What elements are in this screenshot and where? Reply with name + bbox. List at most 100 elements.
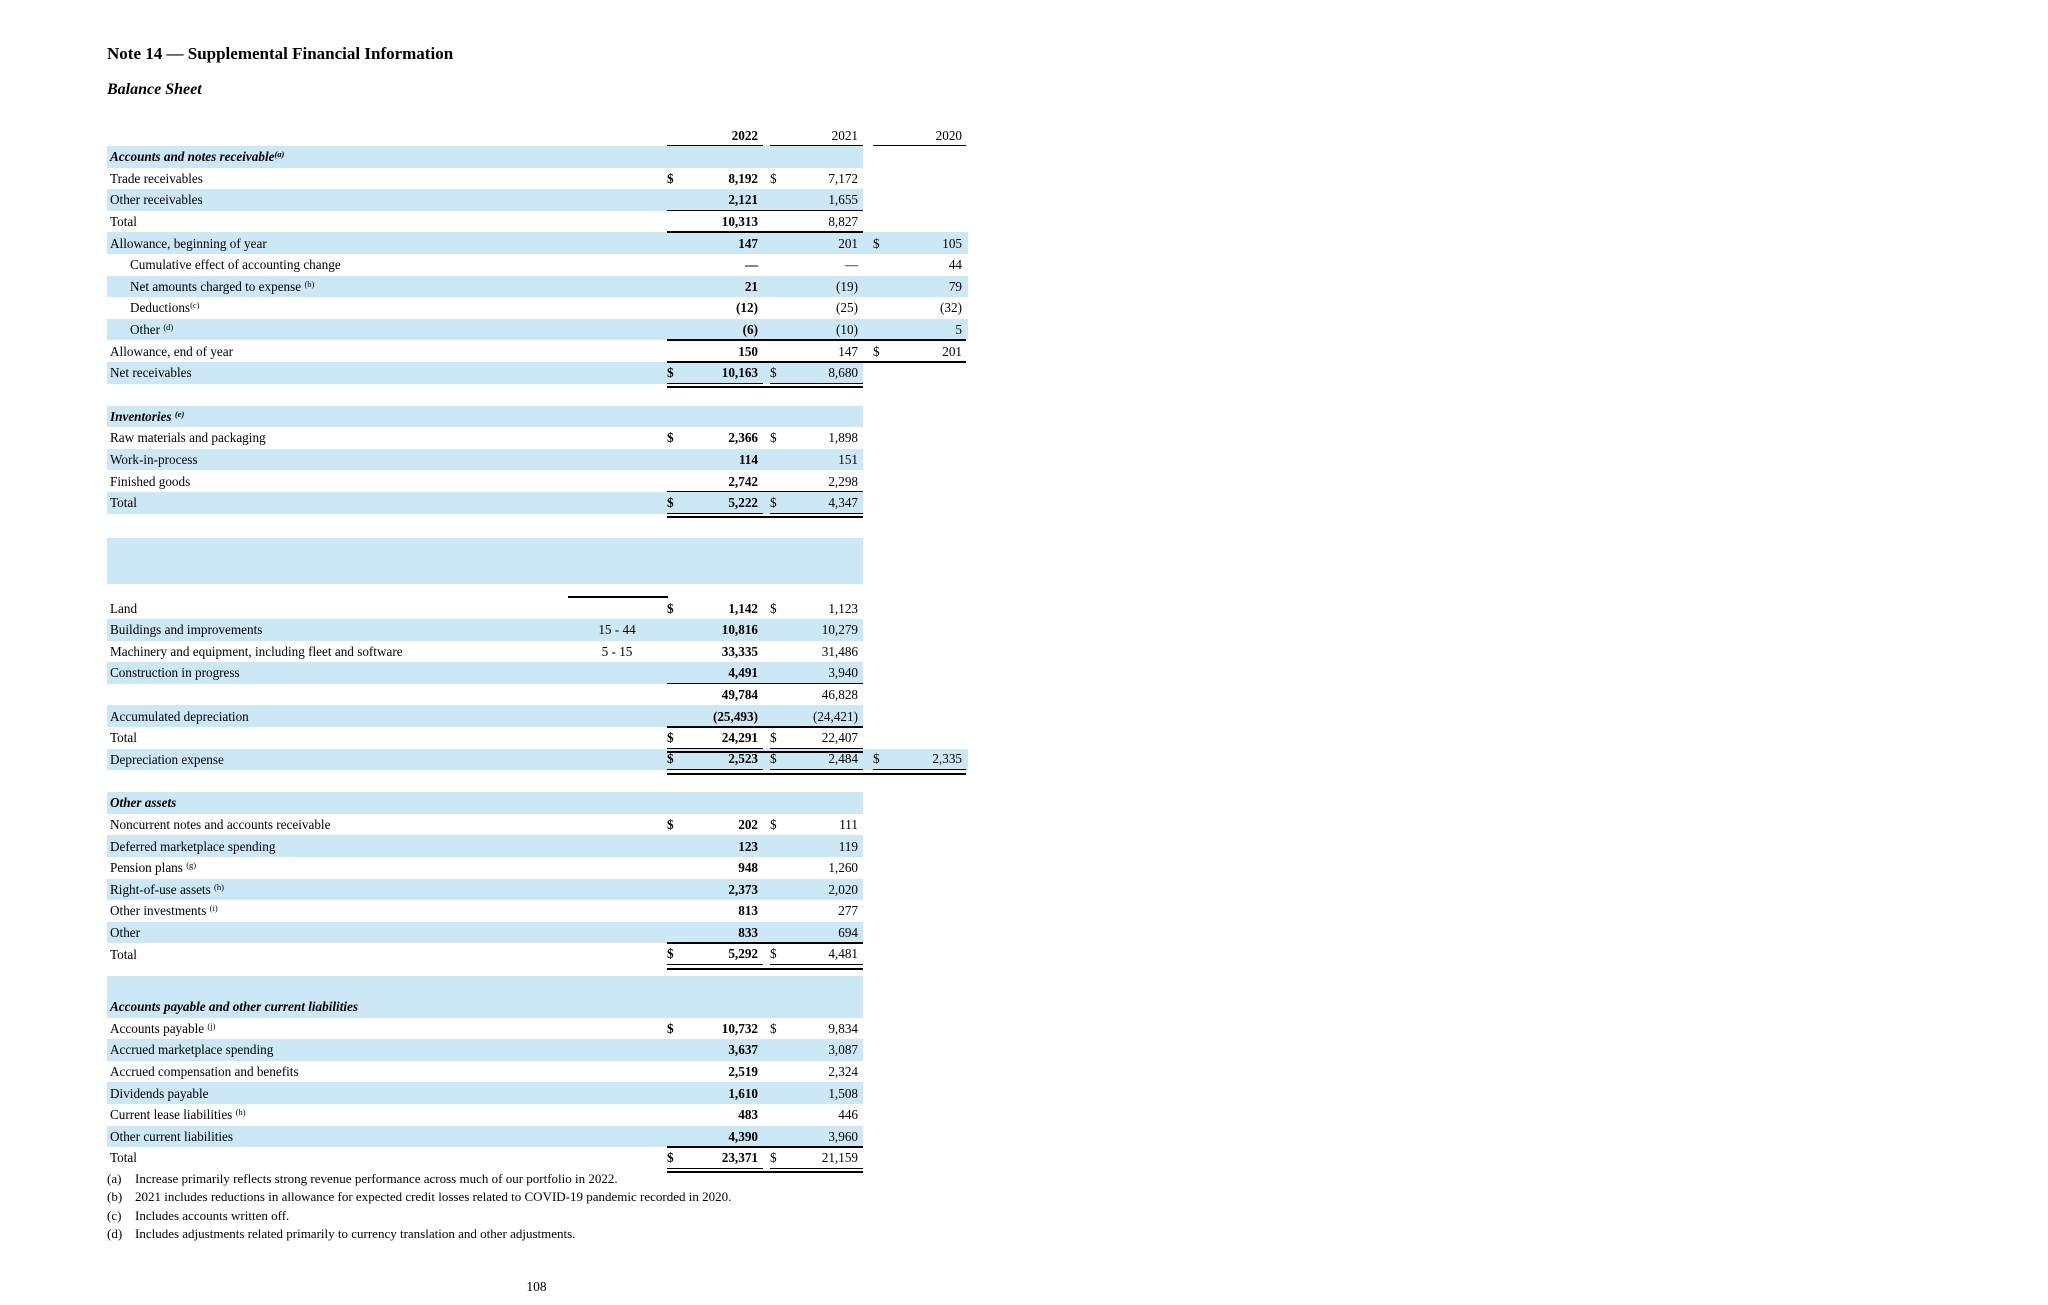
footnote-text: Increase primarily reflects strong reven… — [135, 1171, 618, 1186]
value-2021: (10) — [770, 319, 863, 341]
amount: (12) — [736, 300, 758, 316]
amount: 111 — [839, 817, 858, 833]
value-2022: 2,742 — [667, 470, 763, 492]
value-2020 — [873, 492, 966, 514]
value-2022: (25,493) — [667, 705, 763, 727]
table-row: Current lease liabilities (h) 483 446 — [107, 1104, 966, 1126]
dollar-sign: $ — [667, 729, 674, 745]
value-2020 — [873, 879, 966, 901]
value-2022: 1,610 — [667, 1082, 763, 1104]
footnote-letter: (c) — [107, 1207, 122, 1223]
value-2021: 151 — [770, 449, 863, 471]
amount: 10,313 — [721, 213, 758, 229]
amount: 10,163 — [721, 364, 758, 380]
value-2022: 123 — [667, 835, 763, 857]
footnote-letter: (a) — [107, 1171, 122, 1186]
amount: 79 — [948, 278, 962, 294]
amount: 277 — [838, 903, 858, 919]
value-2020 — [873, 684, 966, 706]
amount: 7,172 — [828, 170, 858, 186]
table-row: Noncurrent notes and accounts receivable… — [107, 814, 966, 836]
row-label: Accrued marketplace spending — [110, 1042, 274, 1058]
value-2021: (19) — [770, 276, 863, 298]
section-header-label: Accounts and notes receivable(a) — [110, 149, 285, 165]
table-rule — [667, 726, 863, 728]
amount: (19) — [836, 278, 858, 294]
amount: 8,827 — [828, 213, 858, 229]
value-2022: $5,222 — [667, 492, 763, 514]
value-2020 — [873, 727, 966, 749]
section-header-row: Accounts payable and other current liabi… — [107, 996, 966, 1018]
amount: (25) — [836, 300, 858, 316]
page-title: Note 14 — Supplemental Financial Informa… — [107, 44, 454, 63]
table-rule — [667, 772, 966, 775]
value-2020 — [873, 427, 966, 449]
row-label: Cumulative effect of accounting change — [130, 257, 341, 273]
amount: 23,371 — [721, 1149, 758, 1165]
table-row: Cumulative effect of accounting change — —… — [107, 254, 966, 276]
value-2021 — [770, 792, 863, 814]
dollar-sign: $ — [667, 430, 674, 446]
value-2020 — [873, 900, 966, 922]
section-header-label: Inventories (e) — [110, 408, 185, 424]
dollar-sign: $ — [770, 430, 777, 446]
row-label: Other investments (i) — [110, 903, 218, 919]
value-2020: 5 — [873, 319, 966, 341]
value-2022: 147 — [667, 232, 763, 254]
footnote-letter: (b) — [107, 1189, 123, 1205]
value-2020 — [873, 857, 966, 879]
value-2020 — [873, 1126, 966, 1148]
footnote-marker: (b) — [304, 278, 315, 289]
value-2022: 3,637 — [667, 1039, 763, 1061]
row-label: Accumulated depreciation — [110, 708, 249, 724]
footnote-marker: (h) — [214, 881, 224, 892]
value-2022: 150 — [667, 340, 763, 362]
value-2021: $4,347 — [770, 492, 863, 514]
amount: 119 — [838, 838, 858, 854]
amount: 2,523 — [728, 751, 758, 767]
footnote-line: (c) Includes accounts written off. — [107, 1207, 731, 1225]
dollar-sign: $ — [770, 170, 777, 186]
amount: 114 — [738, 451, 758, 467]
row-label: Net receivables — [110, 365, 192, 381]
value-2020 — [873, 792, 966, 814]
dollar-sign: $ — [770, 946, 777, 962]
amount: 833 — [738, 925, 758, 940]
value-2021: (25) — [770, 297, 863, 319]
value-2022: $23,371 — [667, 1147, 763, 1169]
value-2021: 1,508 — [770, 1082, 863, 1104]
value-2020 — [873, 1061, 966, 1083]
row-label: Total — [110, 730, 137, 746]
table-row: Dividends payable 1,610 1,508 — [107, 1082, 966, 1104]
table-row: Land $1,142 $1,123 — [107, 598, 966, 620]
value-2020 — [873, 943, 966, 965]
row-label: Accounts payable (j) — [110, 1020, 216, 1036]
table-row: Right-of-use assets (h) 2,373 2,020 — [107, 878, 966, 901]
table-row: Other 833 694 — [107, 921, 966, 944]
row-label: Land — [110, 600, 138, 616]
value-2021: $2,484 — [770, 749, 863, 771]
amount: 123 — [738, 838, 758, 854]
amount: 2,742 — [728, 473, 758, 489]
table-row: 49,784 46,828 — [107, 684, 966, 706]
footnote-line: (a) Increase primarily reflects strong re… — [107, 1170, 731, 1188]
value-2020 — [873, 211, 966, 233]
table-row: Machinery and equipment, including fleet… — [107, 641, 966, 663]
value-2021: 1,260 — [770, 857, 863, 879]
dollar-sign: $ — [770, 600, 777, 616]
amount: 446 — [838, 1107, 858, 1123]
value-2020: (32) — [873, 297, 966, 319]
table-rule — [667, 1171, 863, 1174]
value-2022: 33,335 — [667, 641, 763, 663]
amount: — — [844, 257, 858, 273]
amount: 10,816 — [721, 622, 758, 638]
value-2022 — [667, 996, 763, 1018]
value-2021: 2,020 — [770, 879, 863, 901]
blank-striped-row — [107, 976, 966, 996]
amount: 201 — [838, 235, 858, 251]
amount: 202 — [738, 817, 758, 833]
value-2020 — [873, 835, 966, 857]
value-2022: 833 — [667, 922, 763, 944]
dollar-sign: $ — [667, 364, 674, 380]
amount: 4,347 — [828, 494, 858, 510]
